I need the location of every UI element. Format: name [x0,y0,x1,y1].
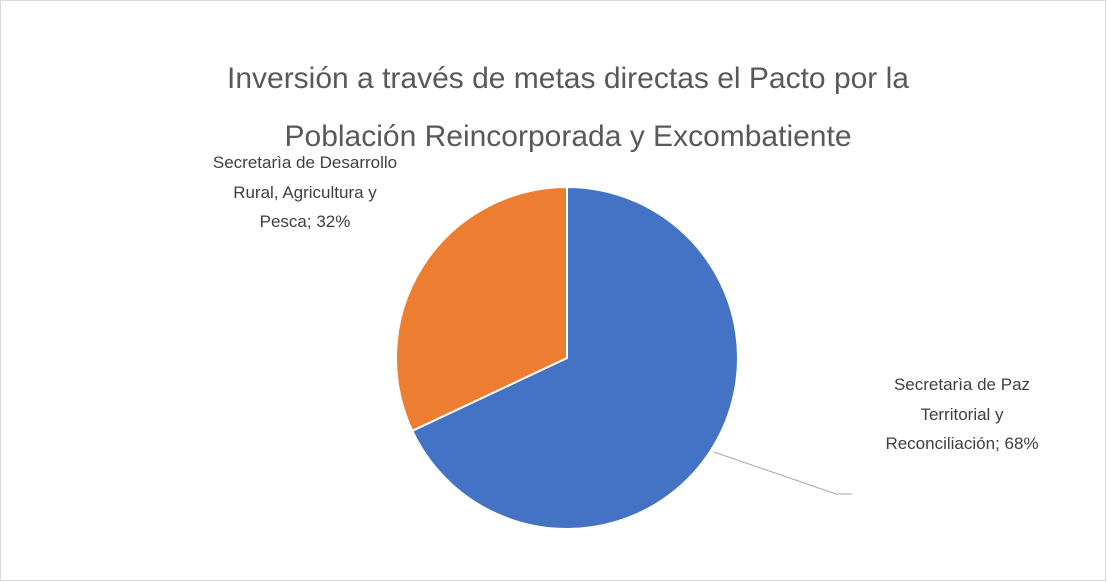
leader-line [713,451,852,495]
pie-slice [395,185,568,433]
label-separator: ; [995,434,1000,453]
label-value: 32% [316,212,351,231]
label-separator: ; [306,212,312,231]
label-category: Secretarìa de Paz Territorial y Reconcil… [885,375,1031,453]
chart-title: Inversión a través de metas directas el … [226,62,909,153]
data-label: Secretarìa de Desarrollo Rural, Agricult… [205,148,405,237]
label-value: 68% [1004,434,1039,453]
label-category: Secretarìa de Desarrollo Rural, Agricult… [212,153,398,231]
pie-slice [410,185,740,530]
data-label: Secretarìa de Paz Territorial y Reconcil… [862,370,1062,459]
